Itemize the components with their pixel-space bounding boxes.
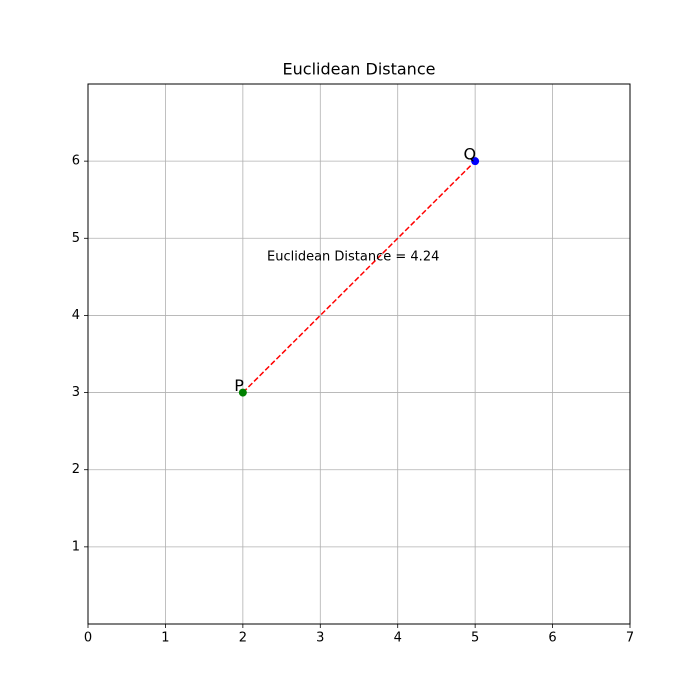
point — [238, 388, 247, 397]
y-tick-label: 6 — [72, 154, 80, 169]
y-tick-label: 1 — [72, 539, 80, 554]
chart-title: Euclidean Distance — [283, 60, 436, 79]
x-tick-label: 5 — [471, 631, 479, 646]
distance-line — [242, 160, 476, 394]
annotation: Euclidean Distance = 4.24 — [267, 250, 439, 265]
y-tick-label: 5 — [72, 231, 80, 246]
plot-frame — [87, 83, 631, 625]
y-tick-label: 2 — [72, 462, 80, 477]
y-tick-label: 3 — [72, 385, 80, 400]
x-tick-label: 0 — [84, 631, 92, 646]
x-tick-label: 6 — [548, 631, 556, 646]
x-tick-label: 7 — [626, 631, 634, 646]
point-label: P — [234, 376, 244, 395]
point — [471, 157, 480, 166]
x-tick-label: 2 — [239, 631, 247, 646]
x-tick-label: 1 — [161, 631, 169, 646]
x-tick-label: 3 — [316, 631, 324, 646]
x-tick-label: 4 — [394, 631, 402, 646]
y-tick-label: 4 — [72, 308, 80, 323]
point-label: Q — [464, 145, 477, 164]
